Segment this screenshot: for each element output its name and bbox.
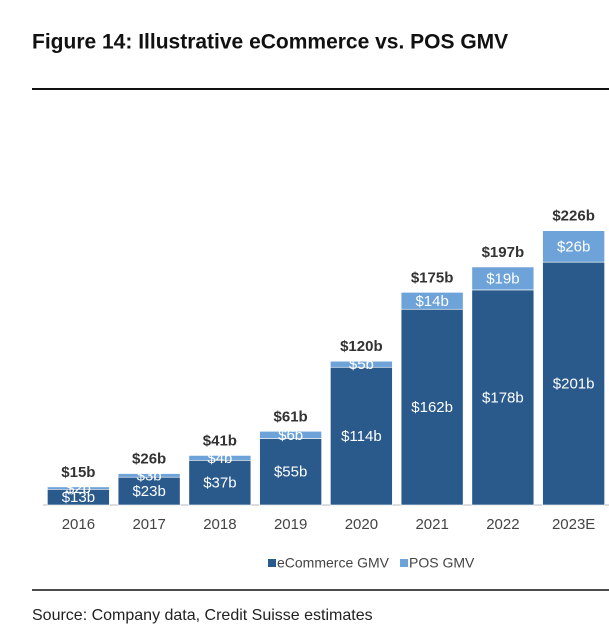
- bar-segment: [471, 266, 535, 291]
- value-label: $6b: [278, 427, 303, 444]
- value-label: $162b: [411, 399, 453, 416]
- x-tick-label: 2018: [203, 516, 236, 533]
- bar-segment: [47, 486, 110, 490]
- value-label: $14b: [415, 293, 448, 310]
- value-label: $2b: [66, 480, 91, 497]
- total-label: $197b: [482, 244, 525, 261]
- value-label: $5b: [349, 356, 374, 373]
- x-tick-label: 2019: [274, 516, 307, 533]
- value-label: $13b: [62, 489, 95, 506]
- bar-segment: [330, 366, 393, 506]
- bar-segment: [542, 230, 605, 263]
- legend-label: POS GMV: [409, 555, 475, 571]
- value-label: $37b: [203, 475, 236, 492]
- x-tick-label: 2022: [486, 516, 519, 533]
- value-label: $26b: [557, 238, 590, 255]
- x-tick-label: 2021: [415, 516, 448, 533]
- bar-segment: [259, 430, 322, 439]
- total-label: $41b: [203, 432, 237, 449]
- value-label: $19b: [486, 270, 519, 287]
- bar-segment: [117, 476, 181, 506]
- x-tick-label: 2020: [345, 516, 378, 533]
- bar-segment: [259, 438, 322, 506]
- x-tick-label: 2017: [132, 516, 165, 533]
- value-label: $114b: [341, 428, 382, 445]
- legend-swatch: [400, 559, 409, 567]
- total-label: $26b: [132, 451, 166, 468]
- bar-segment: [542, 261, 605, 506]
- total-label: $61b: [274, 408, 308, 425]
- value-label: $201b: [553, 376, 595, 393]
- bar-segment: [330, 360, 393, 368]
- x-tick-label: 2016: [62, 516, 95, 533]
- bar-segment: [400, 292, 464, 310]
- value-label: $4b: [207, 450, 232, 467]
- total-label: $120b: [340, 338, 383, 355]
- bar-segment: [117, 473, 181, 478]
- bar-segment: [471, 289, 535, 506]
- chart-title: Figure 14: Illustrative eCommerce vs. PO…: [32, 31, 508, 54]
- bar-segment: [188, 459, 252, 506]
- bar-segment: [188, 455, 252, 461]
- value-label: $55b: [274, 464, 307, 481]
- legend-label: eCommerce GMV: [277, 555, 390, 571]
- source-note: Source: Company data, Credit Suisse esti…: [32, 607, 373, 624]
- value-label: $3b: [137, 467, 162, 484]
- total-label: $175b: [411, 269, 454, 286]
- value-label: $23b: [132, 483, 165, 500]
- value-label: $178b: [482, 389, 524, 406]
- total-label: $15b: [61, 464, 95, 481]
- total-label: $226b: [552, 208, 595, 225]
- bar-segment: [400, 308, 464, 506]
- legend-swatch: [268, 559, 276, 567]
- x-tick-label: 2023E: [552, 516, 595, 533]
